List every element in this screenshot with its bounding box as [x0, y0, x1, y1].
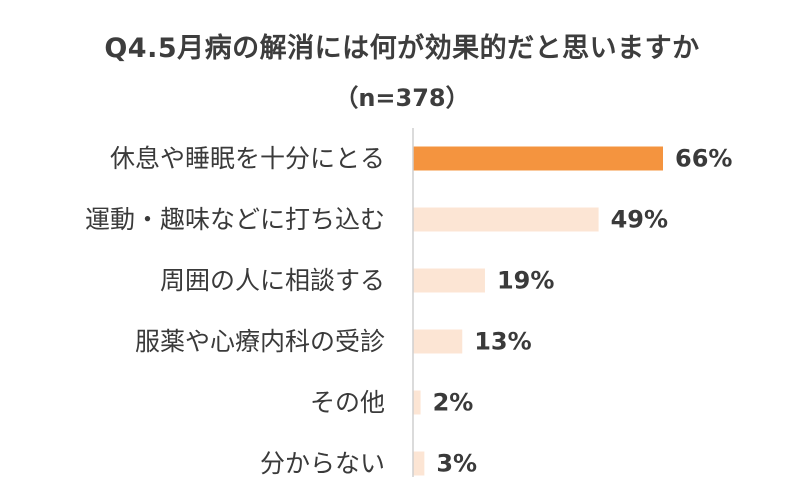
value-label: 13%	[474, 328, 531, 356]
bar	[413, 390, 421, 415]
bar	[413, 146, 663, 171]
value-label: 19%	[497, 267, 554, 295]
chart-subtitle: （n=378）	[334, 84, 470, 112]
category-label: 運動・趣味などに打ち込む	[85, 205, 385, 234]
bar	[413, 268, 485, 293]
value-label: 66%	[675, 145, 732, 173]
value-label: 3%	[436, 450, 477, 477]
category-label: その他	[310, 388, 385, 417]
category-label: 周囲の人に相談する	[160, 266, 385, 295]
category-label: 分からない	[260, 449, 385, 477]
bar	[413, 207, 599, 232]
chart-title: Q4.5月病の解消には何が効果的だと思いますか	[104, 33, 700, 64]
value-label: 49%	[611, 206, 668, 234]
value-label: 2%	[433, 389, 474, 417]
category-label: 服薬や心療内科の受診	[135, 327, 385, 356]
bar	[413, 451, 425, 476]
bar	[413, 329, 463, 354]
category-label: 休息や睡眠を十分にとる	[110, 144, 385, 173]
